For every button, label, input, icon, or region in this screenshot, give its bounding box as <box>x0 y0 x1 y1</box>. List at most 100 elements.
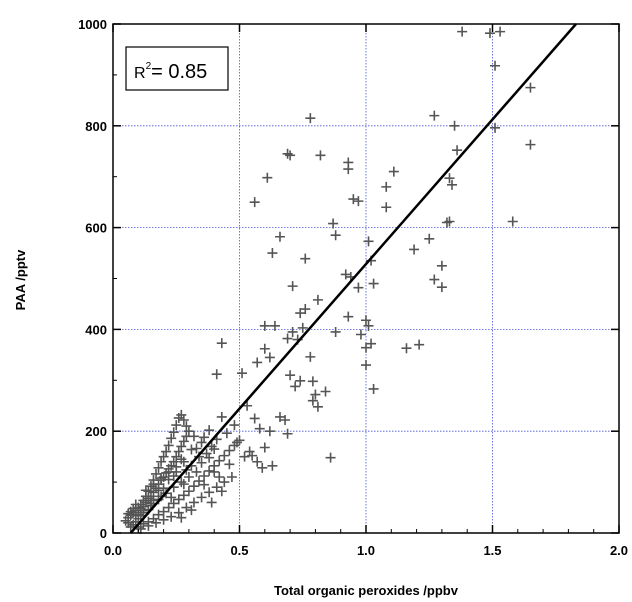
data-point <box>125 506 136 517</box>
data-point <box>166 511 177 522</box>
data-point <box>320 386 331 397</box>
r2-annotation-box <box>125 46 229 91</box>
data-point <box>449 120 460 131</box>
data-point <box>282 148 293 159</box>
data-point <box>381 202 392 213</box>
x-tick-label: 1.5 <box>483 543 501 558</box>
data-point <box>183 472 194 483</box>
data-point <box>262 172 273 183</box>
data-point <box>368 383 379 394</box>
data-point <box>188 481 199 492</box>
data-point <box>143 520 154 531</box>
y-tick-label: 400 <box>85 322 107 337</box>
data-point <box>429 274 440 285</box>
data-point <box>123 508 134 519</box>
regression-fit-line <box>129 23 577 534</box>
data-point <box>186 505 197 516</box>
data-point <box>221 428 232 439</box>
data-point <box>401 343 412 354</box>
data-point <box>173 494 184 505</box>
data-point <box>161 446 172 457</box>
data-point <box>290 381 301 392</box>
data-point <box>315 150 326 161</box>
data-point <box>166 433 177 444</box>
data-point <box>168 427 179 438</box>
data-point <box>343 311 354 322</box>
data-point <box>285 150 296 161</box>
data-point <box>274 411 285 422</box>
data-point <box>183 486 194 497</box>
data-point <box>153 509 164 520</box>
data-point <box>366 338 377 349</box>
x-axis-title: Total organic peroxides /ppbv <box>274 583 459 598</box>
data-point <box>191 466 202 477</box>
data-point <box>368 278 379 289</box>
svg-text:R2= 0.85: R2= 0.85 <box>134 61 207 83</box>
data-point <box>452 145 463 156</box>
data-point <box>444 216 455 227</box>
data-point <box>312 401 323 412</box>
data-point <box>295 308 306 319</box>
data-point <box>216 486 227 497</box>
data-point <box>188 497 199 508</box>
data-point <box>484 28 495 39</box>
data-point <box>267 460 278 471</box>
data-point <box>176 477 187 488</box>
data-point <box>178 436 189 447</box>
data-point <box>388 166 399 177</box>
data-point <box>409 244 420 255</box>
data-point <box>199 432 210 443</box>
data-point <box>138 505 149 516</box>
data-point <box>163 440 174 451</box>
data-point <box>151 517 162 528</box>
data-point <box>226 472 237 483</box>
data-point <box>269 320 280 331</box>
data-point <box>176 512 187 523</box>
data-point <box>158 514 169 525</box>
data-point <box>216 411 227 422</box>
data-point <box>244 446 255 457</box>
data-point <box>196 437 207 448</box>
data-point <box>447 179 458 190</box>
data-point <box>183 426 194 437</box>
x-tick-label: 1.0 <box>357 543 375 558</box>
data-point <box>178 490 189 501</box>
data-point <box>257 462 268 473</box>
data-point <box>305 113 316 124</box>
data-point <box>285 370 296 381</box>
data-point <box>224 445 235 456</box>
data-point <box>199 479 210 490</box>
data-point <box>280 415 291 426</box>
data-point <box>343 164 354 175</box>
data-point <box>436 260 447 271</box>
data-point <box>295 375 306 386</box>
data-point <box>178 479 189 490</box>
y-axis-title: PAA /pptv <box>13 249 28 310</box>
data-point <box>166 492 177 503</box>
data-point <box>353 282 364 293</box>
data-point <box>340 269 351 280</box>
data-point <box>307 376 318 387</box>
data-point <box>300 253 311 264</box>
data-point <box>259 343 270 354</box>
data-point <box>148 479 159 490</box>
data-point <box>216 338 227 349</box>
data-point <box>282 428 293 439</box>
data-point <box>171 420 182 431</box>
data-point <box>168 498 179 509</box>
data-point <box>310 389 321 400</box>
r2-value: = 0.85 <box>151 61 207 83</box>
data-point <box>163 502 174 513</box>
data-point <box>214 472 225 483</box>
data-point <box>436 282 447 293</box>
data-point <box>353 196 364 207</box>
data-point <box>307 395 318 406</box>
data-point <box>211 482 222 493</box>
data-point <box>264 352 275 363</box>
data-point <box>441 217 452 228</box>
data-point <box>168 470 179 481</box>
data-point <box>525 139 536 150</box>
data-point <box>348 194 359 205</box>
data-point <box>297 322 308 333</box>
y-tick-label: 1000 <box>78 17 107 32</box>
